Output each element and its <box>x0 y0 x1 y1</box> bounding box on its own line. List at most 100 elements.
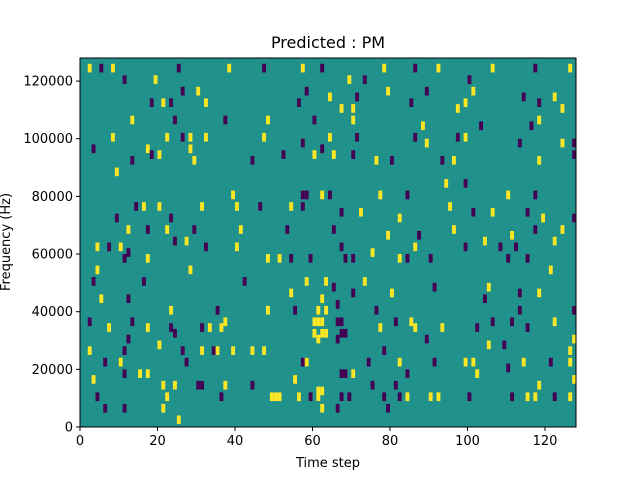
heatmap-cell <box>351 369 356 378</box>
heatmap-cell <box>126 248 131 257</box>
heatmap-cell <box>266 115 270 125</box>
heatmap-cell <box>490 63 495 73</box>
heatmap-cell <box>355 132 360 142</box>
chart-title: Predicted : PM <box>271 33 385 52</box>
heatmap-cell <box>517 305 522 315</box>
heatmap-cell <box>320 144 325 154</box>
heatmap-cell <box>475 323 480 332</box>
heatmap-cell <box>134 202 139 211</box>
heatmap-cell <box>169 305 174 315</box>
heatmap-cell <box>320 386 325 396</box>
heatmap-cell <box>130 317 135 327</box>
heatmap-cell <box>339 207 344 217</box>
heatmap-cell <box>393 380 398 390</box>
heatmap-cell <box>316 392 321 402</box>
heatmap-cell <box>145 254 150 263</box>
heatmap-cell <box>517 138 522 148</box>
y-axis: 0 20000 40000 60000 80000 100000 120000 <box>23 75 80 436</box>
heatmap-cell <box>200 380 205 390</box>
heatmap-cell <box>149 150 154 159</box>
heatmap-cell <box>351 150 356 159</box>
heatmap-cell <box>231 346 236 355</box>
heatmap-cell <box>95 392 100 402</box>
heatmap-cell <box>300 357 305 367</box>
heatmap-cell <box>300 202 305 211</box>
heatmap-cell <box>145 369 150 378</box>
heatmap-cell <box>409 98 414 108</box>
heatmap-cell <box>339 104 344 113</box>
heatmap-cell <box>525 254 530 263</box>
heatmap-cell <box>87 346 92 355</box>
heatmap-cell <box>204 98 208 108</box>
heatmap-cell <box>374 305 379 315</box>
heatmap-cell <box>180 86 185 96</box>
heatmap-cell <box>471 86 476 96</box>
heatmap-cell <box>250 346 255 355</box>
heatmap-cell <box>397 357 402 367</box>
heatmap-cell <box>219 392 224 402</box>
heatmap-cell <box>316 305 321 315</box>
heatmap-cell <box>397 392 402 402</box>
heatmap-cell <box>188 265 193 275</box>
heatmap-cell <box>362 277 367 286</box>
heatmap-cell <box>510 230 515 240</box>
heatmap-cell <box>289 288 294 298</box>
heatmap-cell <box>378 323 383 332</box>
heatmap-cell <box>169 98 174 108</box>
heatmap-cell <box>572 375 577 384</box>
heatmap-cell <box>366 357 371 367</box>
heatmap-cell <box>320 63 325 73</box>
heatmap-cell <box>304 190 309 200</box>
heatmap-cell <box>161 380 166 390</box>
heatmap-cell <box>339 317 344 327</box>
heatmap-cell <box>335 403 340 413</box>
heatmap-cell <box>285 225 290 234</box>
heatmap-cell <box>266 305 270 315</box>
heatmap-cell <box>161 98 166 108</box>
heatmap-cell <box>328 92 332 102</box>
heatmap-cell <box>262 346 267 355</box>
heatmap-cell <box>324 277 329 286</box>
heatmap-cell <box>424 334 429 344</box>
heatmap-cell <box>514 242 518 252</box>
heatmap-cell <box>215 346 220 355</box>
heatmap-cell <box>548 265 553 275</box>
heatmap-cell <box>428 254 433 263</box>
heatmap-cell <box>413 63 418 73</box>
heatmap-cell <box>374 156 379 165</box>
heatmap-cell <box>200 346 205 355</box>
heatmap-cell <box>328 190 332 200</box>
heatmap-cell <box>188 144 193 154</box>
heatmap-cell <box>424 86 429 96</box>
heatmap-cell <box>126 294 131 304</box>
heatmap-cell <box>343 254 348 263</box>
heatmap-cell <box>169 323 174 332</box>
heatmap-cell <box>331 282 336 292</box>
heatmap-cell <box>572 150 577 159</box>
heatmap-cell <box>95 242 100 252</box>
heatmap-cell <box>455 104 460 113</box>
heatmap-cell <box>153 75 158 84</box>
heatmap-cell <box>490 317 495 327</box>
heatmap-cell <box>339 328 344 338</box>
heatmap-cell <box>533 190 538 200</box>
heatmap-cell <box>351 115 356 125</box>
heatmap-cell <box>552 92 557 102</box>
heatmap-cell <box>250 156 255 165</box>
heatmap-cell <box>409 317 414 327</box>
heatmap-cell <box>103 403 108 413</box>
plot-background <box>80 58 576 427</box>
heatmap-cell <box>320 317 325 327</box>
heatmap-cell <box>130 115 135 125</box>
heatmap-cell <box>149 98 154 108</box>
heatmap-cell <box>413 132 418 142</box>
heatmap-cell <box>463 179 468 188</box>
heatmap-cell <box>463 242 468 252</box>
heatmap-cell <box>351 254 356 263</box>
heatmap-cell <box>107 323 112 332</box>
heatmap-cell <box>173 328 177 338</box>
heatmap-cell <box>165 392 170 402</box>
heatmap-cell <box>173 236 177 246</box>
heatmap-cell <box>118 242 123 252</box>
